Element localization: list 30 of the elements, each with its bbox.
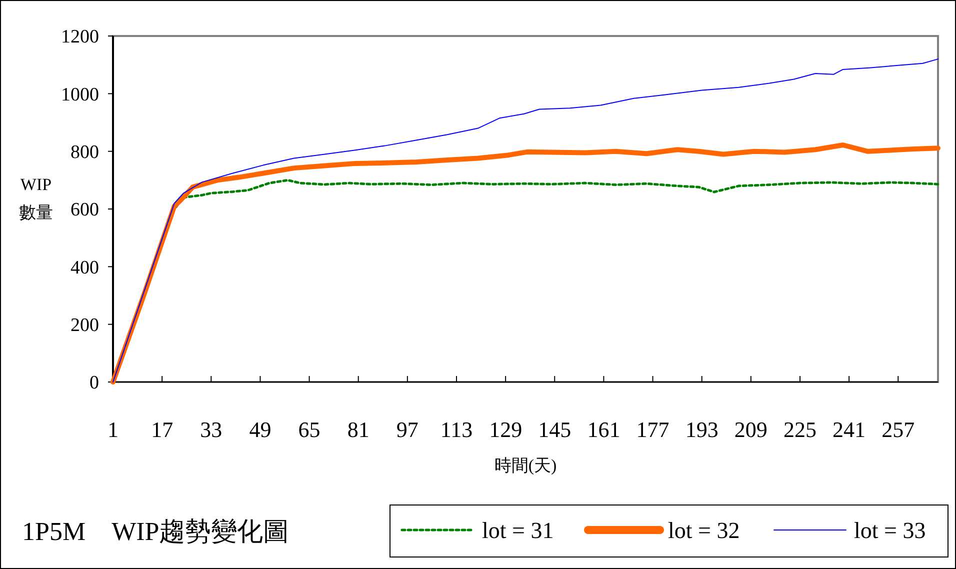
legend-label: lot = 31 (482, 518, 554, 544)
y-tick-label: 600 (70, 200, 99, 221)
x-tick-label: 129 (489, 417, 522, 442)
x-tick-label: 193 (685, 417, 718, 442)
y-tick-label: 1000 (61, 84, 99, 106)
x-tick-label: 241 (832, 417, 866, 442)
legend-label: lot = 32 (668, 518, 740, 544)
x-tick-label: 81 (347, 417, 370, 442)
y-axis-title: WIP 數量 (19, 175, 53, 222)
y-tick-label: 800 (70, 142, 99, 163)
x-tick-label: 17 (151, 417, 174, 442)
x-tick-label: 209 (734, 417, 768, 442)
x-tick-label: 177 (636, 417, 670, 442)
x-tick-label: 1 (108, 417, 118, 442)
x-tick-label: 113 (440, 417, 473, 442)
y-tick-label: 200 (70, 314, 99, 336)
y-tick-label: 400 (70, 257, 99, 278)
y-tick-label: 1200 (61, 26, 99, 48)
x-tick-label: 49 (249, 417, 272, 442)
x-tick-label: 33 (200, 417, 222, 442)
x-tick-label: 257 (882, 417, 915, 442)
x-axis-title: 時間(天) (494, 456, 557, 475)
x-tick-label: 161 (587, 417, 620, 442)
x-tick-label: 145 (538, 417, 572, 442)
x-tick-label: 225 (783, 417, 816, 442)
x-tick-label: 65 (298, 417, 320, 442)
legend-label: lot = 33 (854, 518, 926, 544)
y-tick-label: 0 (90, 372, 99, 394)
text: 1P5M WIP趨勢變化圖 (22, 517, 290, 546)
x-tick-label: 97 (396, 417, 418, 442)
